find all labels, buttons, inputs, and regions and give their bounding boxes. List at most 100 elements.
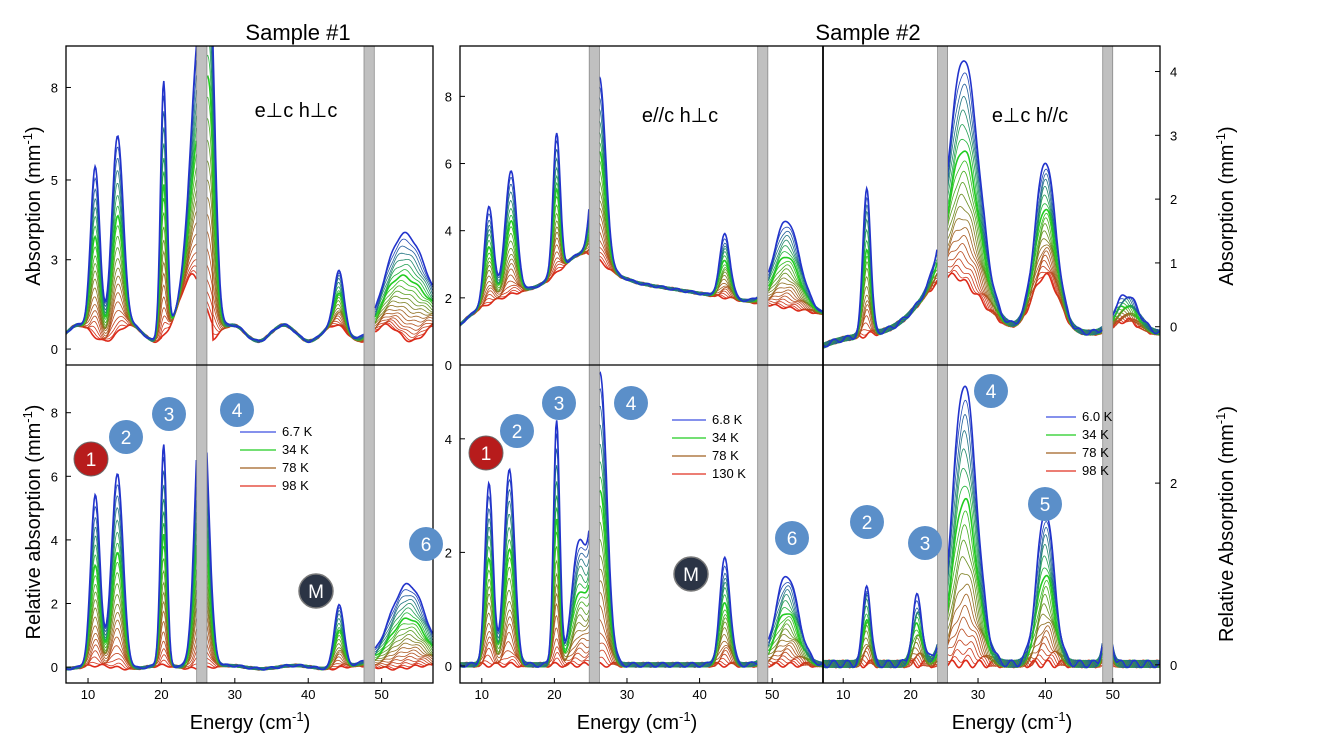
y-tick-label: 0 [1170,658,1177,673]
polarization-b: e//c h⊥c [642,105,718,127]
svg-text:2: 2 [121,428,132,449]
gap-bar [363,364,375,684]
x-tick-label: 10 [475,687,489,702]
x-tick-label: 30 [620,687,634,702]
y-axis-labels: Absorption (mm-1) Relative absorption (m… [20,126,1238,642]
legend-label: 98 K [282,478,309,493]
legend-label: 34 K [712,430,739,445]
x-tick-label: 50 [374,687,388,702]
svg-text:6: 6 [787,529,798,550]
badge-3-sample-2b: 3 [908,526,942,560]
svg-text:3: 3 [554,394,565,415]
y-tick-label: 1 [1170,256,1177,271]
badge-4-sample-2b: 4 [974,374,1008,408]
badge-5-sample-2b: 5 [1028,487,1062,521]
legend-label: 78 K [1082,445,1109,460]
badge-1-sample-2a: 1 [468,435,504,471]
x-tick-label: 20 [547,687,561,702]
badge-6-sample-1: 6 [409,527,443,561]
y-tick-label: 2 [1170,192,1177,207]
legend-panel-e: 6.8 K 34 K 78 K 130 K [672,412,746,481]
y-tick-label: 0 [1170,320,1177,335]
y-tick-label: 2 [51,597,58,612]
gap-bar [937,45,948,366]
legend-label: 6.0 K [1082,409,1113,424]
x-label-sample-2b: Energy (cm-1) [952,709,1072,734]
svg-text:2: 2 [862,513,873,534]
legend-label: 34 K [282,442,309,457]
gap-bar [588,45,600,366]
panel-frames [65,45,1161,684]
svg-text:2: 2 [512,422,523,443]
y-tick-label: 4 [51,533,58,548]
gap-bar [588,364,600,684]
badge-m-sample-2a: M [673,556,709,592]
y-tick-label: 0 [51,342,58,357]
curves-panel-d [66,444,433,671]
legend-label: 6.8 K [712,412,743,427]
legend-panel-d: 6.7 K 34 K 78 K 98 K [240,424,313,493]
x-axis-labels: Energy (cm-1) Energy (cm-1) Energy (cm-1… [190,709,1072,734]
y-tick-label: 3 [1170,128,1177,143]
badge-2-sample-2a: 2 [500,414,534,448]
curves-panel-e [460,371,823,668]
svg-text:4: 4 [626,394,637,415]
badge-4-sample-2a: 4 [614,386,648,420]
x-tick-label: 20 [154,687,168,702]
gap-bar [363,45,375,366]
svg-text:M: M [683,565,699,586]
y-tick-label: 0 [51,660,58,675]
y-label-bottom-left: Relative absorption (mm-1) [20,405,45,640]
y-label-top-left: Absorption (mm-1) [20,126,45,285]
badge-m-sample-1: M [298,573,334,609]
y-label-bottom-right: Relative Absorption (mm-1) [1213,406,1238,642]
svg-text:3: 3 [920,534,931,555]
badge-4-sample-1: 4 [220,393,254,427]
spectrum-curve [460,76,823,326]
legend-label: 78 K [712,448,739,463]
badge-2-sample-1: 2 [109,420,143,454]
legend-panel-f: 6.0 K 34 K 78 K 98 K [1046,409,1113,478]
legend-label: 34 K [1082,427,1109,442]
x-tick-label: 30 [971,687,985,702]
y-tick-label: 0 [445,659,452,674]
svg-text:1: 1 [481,444,492,465]
y-tick-label: 5 [51,173,58,188]
spectrum-curve [823,60,1160,348]
y-tick-label: 2 [1170,476,1177,491]
svg-text:4: 4 [986,382,997,403]
y-tick-label: 6 [445,157,452,172]
y-tick-label: 4 [445,224,452,239]
x-tick-label: 40 [301,687,315,702]
x-tick-label: 10 [836,687,850,702]
y-tick-label: 8 [51,80,58,95]
svg-text:6: 6 [421,535,432,556]
badge-3-sample-2a: 3 [542,386,576,420]
svg-text:M: M [308,582,324,603]
svg-text:5: 5 [1040,495,1051,516]
y-tick-label: 6 [51,469,58,484]
badge-6-sample-2a: 6 [775,521,809,555]
curves-panel-f [823,385,1160,669]
gap-bar [757,45,769,366]
y-tick-label: 2 [445,291,452,306]
gap-bar [757,364,769,684]
legend-label: 6.7 K [282,424,313,439]
x-tick-label: 40 [692,687,706,702]
polarization-c: e⊥c h//c [992,105,1068,127]
mode-badges: 1 2 3 4 M 6 1 2 3 4 M 6 2 3 4 5 [73,374,1062,609]
y-tick-label: 3 [51,253,58,268]
y-tick-label: 8 [51,406,58,421]
gap-bar [937,364,948,684]
svg-text:3: 3 [164,405,175,426]
spectrum-curve [66,444,433,671]
spectrum-curve [66,46,433,344]
spectrum-curve [460,371,823,668]
curves-panel-c [823,60,1160,349]
y-tick-label: 4 [1170,65,1177,80]
gap-bar [196,364,208,684]
legend-label: 130 K [712,466,746,481]
badge-2-sample-2b: 2 [850,505,884,539]
